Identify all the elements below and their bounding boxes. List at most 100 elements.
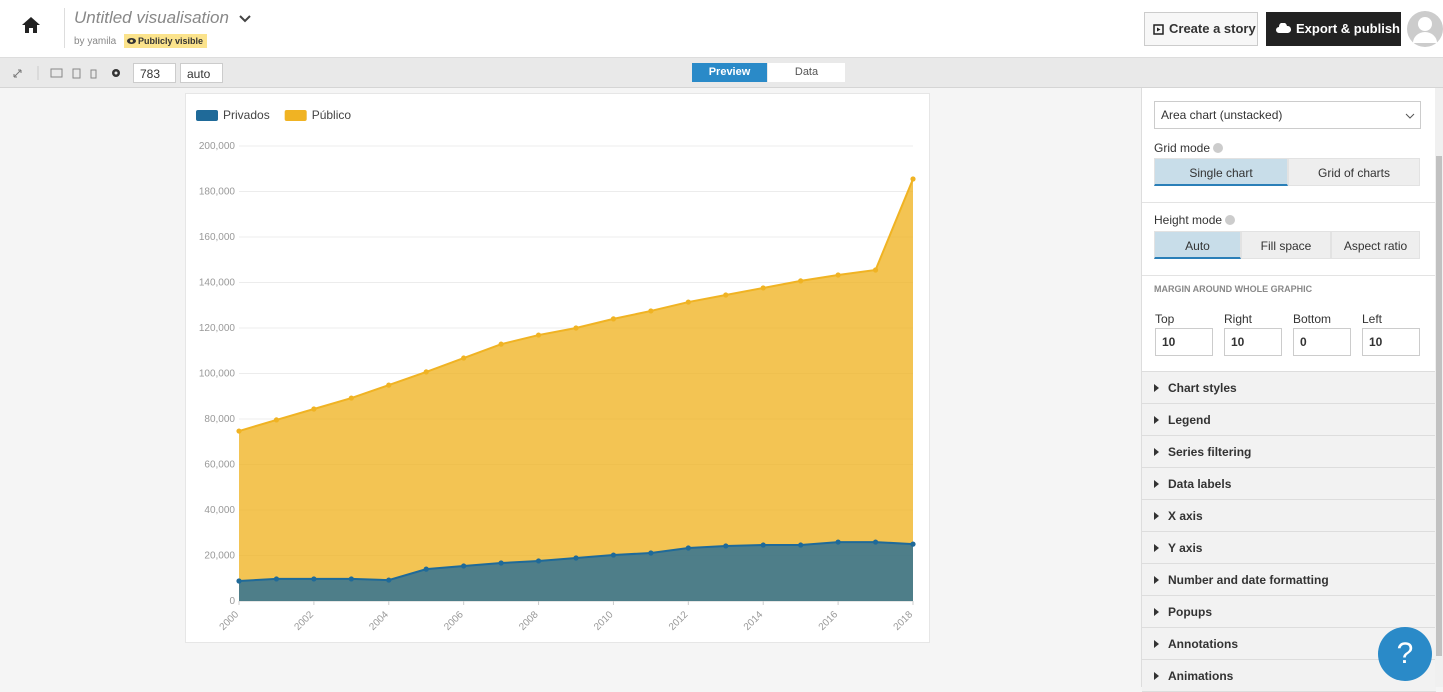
byline: by yamila	[74, 36, 117, 47]
home-icon[interactable]	[21, 16, 41, 34]
point	[760, 285, 766, 291]
legend-label: Público	[312, 108, 352, 122]
section-header[interactable]: Chart styles	[1142, 372, 1436, 404]
y-tick-label: 20,000	[204, 551, 235, 562]
point	[311, 406, 317, 412]
margin-label: Left	[1362, 312, 1383, 326]
info-icon[interactable]	[1213, 143, 1224, 153]
point	[498, 341, 504, 347]
x-tick-label: 2018	[892, 609, 916, 633]
header: Untitled visualisation by yamila Publicl…	[0, 0, 1443, 58]
point	[273, 417, 280, 423]
width-input[interactable]: 783	[133, 63, 176, 83]
chart: 0 20,000 40,000 60,000 80,000 100,000 120,000 1…	[196, 108, 916, 633]
y-tick-label: 0	[229, 596, 235, 607]
y-tick-label: 160,000	[199, 232, 236, 243]
y-tick-label: 40,000	[204, 505, 235, 516]
chart-card: 0 20,000 40,000 60,000 80,000 100,000 120,000 1…	[185, 93, 930, 643]
y-tick-label: 100,000	[199, 369, 236, 380]
section-header[interactable]: X axis	[1142, 500, 1436, 532]
point	[535, 558, 542, 564]
x-tick-label: 2004	[367, 609, 391, 633]
margin-input[interactable]: 0	[1293, 328, 1351, 356]
chart-type-select[interactable]: Area chart (unstacked)	[1154, 101, 1421, 129]
divider	[64, 8, 65, 48]
legend-swatch	[284, 110, 307, 121]
margin-input[interactable]: 10	[1224, 328, 1282, 356]
margin-input[interactable]: 10	[1155, 328, 1213, 356]
area	[239, 542, 913, 601]
point	[573, 555, 579, 561]
section-header[interactable]: Y axis	[1142, 532, 1436, 564]
margin-label: Top	[1155, 312, 1175, 326]
x-tick-label: 2012	[667, 609, 691, 633]
segment-button[interactable]: Single chart	[1154, 158, 1288, 186]
point	[835, 539, 841, 545]
x-tick-label: 2016	[817, 609, 841, 633]
y-tick-label: 60,000	[204, 460, 235, 471]
x-tick-label: 2008	[517, 609, 541, 633]
title-chevron[interactable]	[238, 14, 252, 24]
point	[461, 355, 467, 361]
point	[872, 267, 879, 273]
point	[423, 369, 429, 375]
y-tick-label: 200,000	[199, 141, 236, 152]
point	[685, 299, 691, 305]
y-tick-label: 120,000	[199, 323, 236, 334]
x-tick-label: 2014	[742, 609, 766, 633]
point	[236, 428, 242, 434]
scrollbar[interactable]	[1435, 88, 1443, 687]
point	[910, 541, 916, 547]
point	[685, 545, 691, 551]
legend-swatch	[196, 110, 218, 121]
point	[535, 332, 542, 338]
create-story-button[interactable]: Create a story	[1144, 12, 1258, 46]
avatar[interactable]	[1407, 10, 1443, 48]
data-tab[interactable]: Data	[768, 63, 845, 82]
segment-button[interactable]: Fill space	[1241, 231, 1331, 259]
point	[648, 550, 654, 556]
point	[910, 176, 916, 182]
grid-mode-label: Grid mode	[1154, 141, 1224, 155]
section-header[interactable]: Series filtering	[1142, 436, 1436, 468]
point	[498, 560, 504, 566]
segment-button[interactable]: Auto	[1154, 231, 1241, 259]
separator	[1142, 371, 1436, 372]
margin-input[interactable]: 10	[1362, 328, 1420, 356]
segment-button[interactable]: Grid of charts	[1288, 158, 1420, 186]
margin-label: Right	[1224, 312, 1253, 326]
segment-button[interactable]: Aspect ratio	[1331, 231, 1420, 259]
info-icon[interactable]	[1225, 215, 1236, 225]
visibility-badge[interactable]: Publicly visible	[124, 34, 208, 48]
help-button[interactable]: ?	[1378, 627, 1432, 681]
point	[760, 542, 766, 548]
device-icons[interactable]	[10, 64, 130, 82]
point	[348, 576, 354, 582]
point	[273, 576, 280, 582]
separator	[1142, 202, 1436, 203]
point	[348, 395, 354, 401]
preview-tab[interactable]: Preview	[692, 63, 767, 82]
point	[723, 292, 729, 298]
point	[236, 578, 242, 584]
eye-icon	[127, 38, 136, 44]
margin-label: Bottom	[1293, 312, 1332, 326]
title[interactable]: Untitled visualisation	[74, 8, 229, 27]
x-tick-label: 2000	[218, 609, 242, 633]
y-tick-label: 140,000	[199, 278, 236, 289]
x-tick-label: 2002	[292, 609, 316, 633]
section-header[interactable]: Legend	[1142, 404, 1436, 436]
point	[573, 325, 579, 331]
export-button[interactable]: Export & publish	[1266, 12, 1401, 46]
point	[461, 563, 467, 569]
cloud-icon	[1276, 23, 1291, 33]
section-header[interactable]: Data labels	[1142, 468, 1436, 500]
height-mode-label: Height mode	[1154, 213, 1236, 227]
section-header[interactable]: Popups	[1142, 596, 1436, 628]
height-input[interactable]: auto	[180, 63, 223, 83]
section-header[interactable]: Number and date formatting	[1142, 564, 1436, 596]
point	[798, 278, 804, 284]
scroll-thumb[interactable]	[1436, 156, 1442, 656]
point	[610, 316, 617, 322]
